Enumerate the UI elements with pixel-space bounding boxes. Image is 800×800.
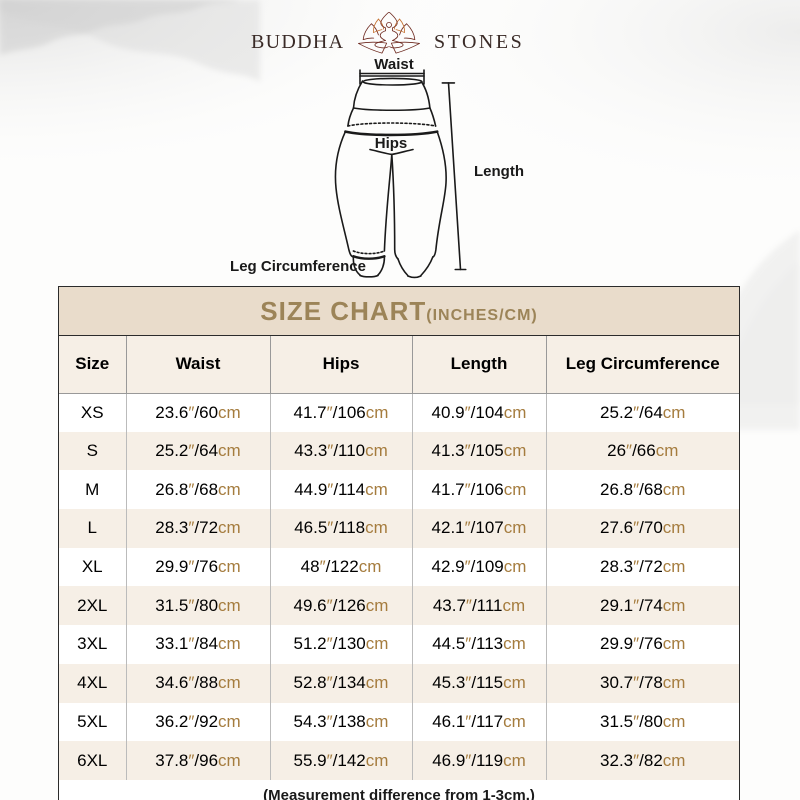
svg-text:Waist: Waist xyxy=(374,56,413,73)
svg-text:Length: Length xyxy=(474,163,524,180)
svg-text:Hips: Hips xyxy=(375,135,408,152)
svg-text:Leg Circumference: Leg Circumference xyxy=(230,258,366,275)
